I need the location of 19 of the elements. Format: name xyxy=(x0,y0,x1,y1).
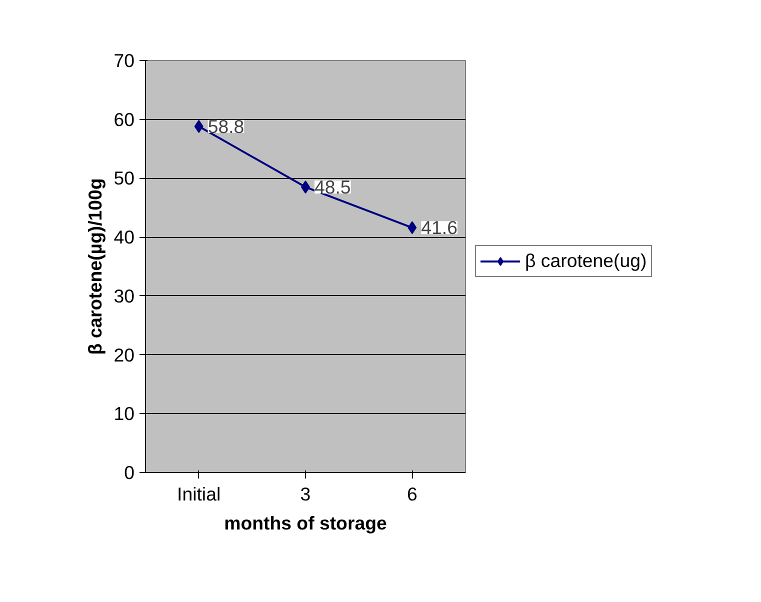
y-tick-label: 10 xyxy=(114,403,135,424)
y-tick-label: 50 xyxy=(114,168,135,189)
point xyxy=(408,221,417,234)
y-tick-label: 20 xyxy=(114,344,135,366)
data-label: 41.6 xyxy=(421,217,458,238)
y-tick-label: 0 xyxy=(124,462,135,483)
x-tick-label: Initial xyxy=(177,484,221,504)
y-tick-label: 40 xyxy=(114,226,135,248)
point xyxy=(194,120,204,133)
x-tick-label: 6 xyxy=(406,484,418,504)
data-label: 58.8 xyxy=(208,116,244,137)
y-tick-label: 60 xyxy=(114,108,135,130)
y-tick-label: 70 xyxy=(114,50,135,71)
data-label: 48.5 xyxy=(314,176,351,198)
y-tick-label: 30 xyxy=(114,285,135,306)
y-axis-title: β carotene(µg)/100g xyxy=(84,178,106,355)
x-tick-label: 3 xyxy=(300,484,311,504)
x-axis-title: months of storage xyxy=(224,512,387,534)
legend-label: β carotene(ug) xyxy=(525,250,647,272)
